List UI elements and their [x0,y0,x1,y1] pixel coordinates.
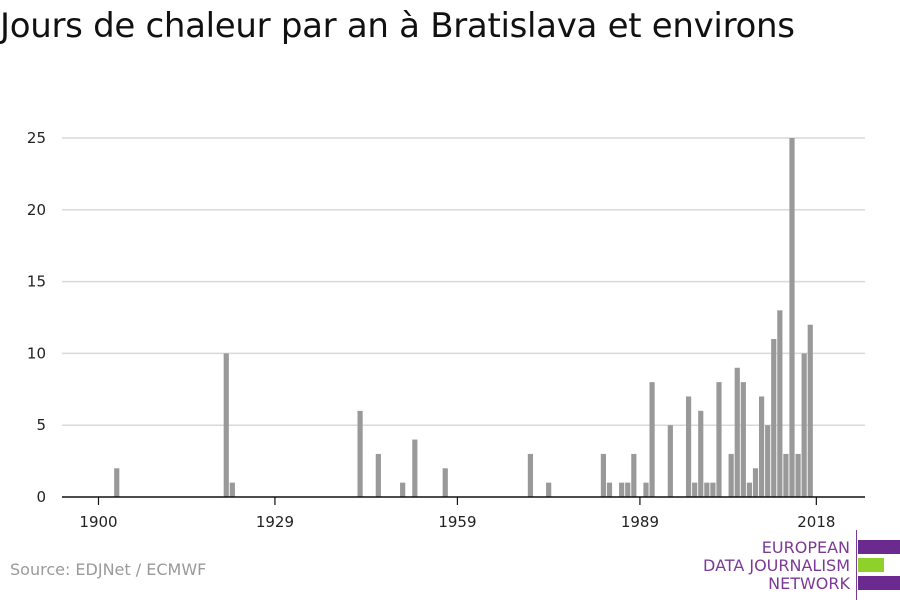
bar [758,396,765,497]
bar [412,439,418,497]
bar [716,382,722,497]
bar [765,425,771,497]
bar [710,482,716,497]
source-note: Source: EDJNet / ECMWF [10,560,207,579]
bar [746,482,753,497]
axes: 0 5 10 15 20 25 1900 1929 1959 1989 2018 [27,129,865,531]
bar [600,453,607,497]
bar [223,353,229,497]
chart-title: Jours de chaleur par an à Bratislava et … [0,6,795,46]
bar [783,453,789,497]
bar [619,482,625,497]
bar [698,410,704,497]
bar [375,453,381,497]
grid-lines [62,137,865,426]
bar [631,453,637,497]
bar [357,410,363,497]
bar [685,396,692,497]
x-tick-label: 1959 [438,513,476,531]
bar [692,482,698,497]
bars [114,138,813,497]
logo-divider [856,530,857,600]
bar [643,482,649,497]
logo-bar-purple-bottom [858,576,900,590]
bar [752,468,759,497]
bar [734,367,740,497]
x-tick-label: 1989 [621,513,659,531]
bar [400,482,406,497]
logo-text-line-1: EUROPEAN [761,538,850,557]
bar [771,339,777,497]
logo-bar-green [858,558,884,572]
y-tick-label: 20 [27,201,46,219]
y-tick-label: 5 [36,416,46,434]
bar [546,482,552,497]
bar [667,425,673,497]
edjnet-logo: EUROPEAN DATA JOURNALISM NETWORK [700,530,900,600]
bar [229,482,235,497]
logo-text-line-2: DATA JOURNALISM [703,556,850,575]
bar [807,324,813,497]
bar [704,482,710,497]
bar [789,138,795,497]
bar [728,453,734,497]
y-tick-label: 15 [27,273,46,291]
bar [649,382,655,497]
bar [606,482,613,497]
logo-text-line-3: NETWORK [768,574,850,593]
bar [527,453,534,497]
bar [795,453,801,497]
y-tick-label: 10 [27,344,46,362]
bar [442,468,448,497]
bar [114,468,120,497]
logo-bar-purple-top [858,540,900,554]
x-tick-label: 1900 [79,513,117,531]
x-tick-label: 2018 [797,513,835,531]
bar [625,482,631,497]
bar [777,310,783,497]
y-tick-label: 0 [36,488,46,506]
bar [801,353,807,497]
x-tick-label: 1929 [256,513,294,531]
y-tick-label: 25 [27,129,46,147]
bar [740,382,746,497]
